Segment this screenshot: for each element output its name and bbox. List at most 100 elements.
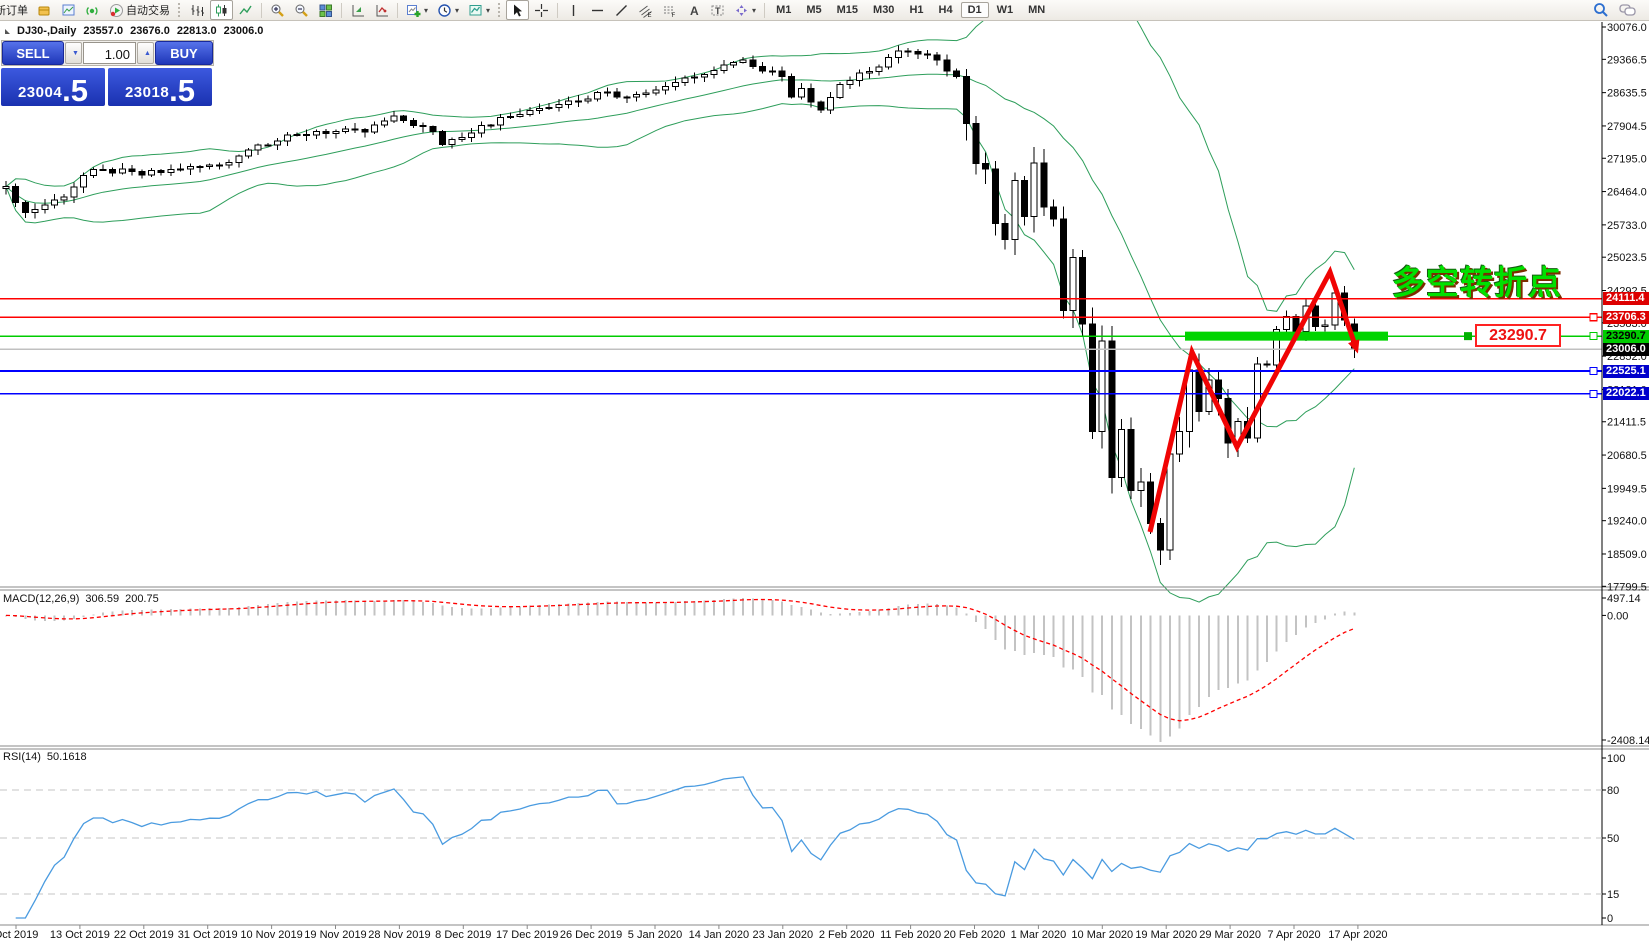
new-chart-button[interactable] bbox=[57, 0, 80, 20]
channel-icon: E bbox=[639, 5, 652, 18]
price-tick-label: 27195.0 bbox=[1607, 153, 1647, 165]
macd-tick-label: 0.00 bbox=[1607, 610, 1628, 622]
zoom-out-button[interactable] bbox=[290, 0, 313, 20]
chevron-down-icon: ▾ bbox=[455, 5, 460, 15]
timeframe-m1[interactable]: M1 bbox=[776, 4, 792, 16]
price-tick-label: 25733.0 bbox=[1607, 220, 1647, 232]
level-callout-box[interactable]: 23290.7 bbox=[1475, 324, 1561, 347]
timeframe-d1[interactable]: D1 bbox=[960, 2, 989, 18]
svg-text:F: F bbox=[672, 13, 676, 18]
sell-price-int: 23004 bbox=[17, 84, 63, 101]
volume-input[interactable]: 1.00 bbox=[83, 42, 136, 64]
search-icon[interactable] bbox=[1593, 2, 1609, 18]
buy-price-button[interactable]: 23018 .5 bbox=[108, 68, 212, 106]
pivot-annotation[interactable]: 多空转折点 bbox=[1392, 264, 1562, 301]
market-watch-button[interactable] bbox=[33, 0, 56, 20]
sell-price-frac: .5 bbox=[62, 73, 89, 108]
price-tick-label: 27904.5 bbox=[1607, 121, 1647, 133]
candlestick-mode-button[interactable] bbox=[210, 0, 233, 20]
svg-text:E: E bbox=[648, 13, 652, 18]
cursor-tool-button[interactable] bbox=[506, 0, 530, 20]
date-label: 13 Oct 2019 bbox=[50, 929, 110, 941]
price-tick-label: 19240.0 bbox=[1607, 516, 1647, 528]
price-flag: 22022.1 bbox=[1603, 387, 1649, 401]
timeframe-mn[interactable]: MN bbox=[1028, 4, 1046, 16]
date-label: 17 Apr 2020 bbox=[1328, 929, 1387, 941]
fibonacci-tool-button[interactable]: F bbox=[658, 0, 681, 20]
timeframe-m5[interactable]: M5 bbox=[806, 4, 822, 16]
price-tick-label: 21411.5 bbox=[1607, 417, 1646, 429]
date-label: 22 Oct 2019 bbox=[114, 929, 174, 941]
zoom-in-button[interactable] bbox=[266, 0, 289, 20]
volume-increase-button[interactable]: ▲ bbox=[137, 42, 154, 64]
bar-chart-mode-button[interactable] bbox=[186, 0, 209, 20]
equidistant-channel-tool-button[interactable]: E bbox=[634, 0, 657, 20]
text-icon: A bbox=[690, 4, 699, 18]
chat-icon[interactable] bbox=[1619, 3, 1637, 18]
date-label: 11 Feb 2020 bbox=[880, 929, 941, 941]
price-tick-label: 26464.0 bbox=[1607, 187, 1647, 199]
horizontal-line-tool-button[interactable] bbox=[586, 0, 609, 20]
timeframe-h1[interactable]: H1 bbox=[909, 4, 924, 16]
period-button[interactable]: ▾ bbox=[433, 0, 463, 20]
zigzag-arrow[interactable] bbox=[1147, 265, 1360, 533]
add-indicator-button[interactable]: ▾ bbox=[402, 0, 432, 20]
macd-tick-label: 497.14 bbox=[1607, 593, 1641, 605]
main-toolbar: 新订单 自动交易 bbox=[0, 0, 1649, 21]
auto-trading-button[interactable]: 自动交易 bbox=[105, 0, 174, 20]
chevron-down-icon: ▾ bbox=[486, 5, 491, 15]
buy-button[interactable]: BUY bbox=[155, 41, 213, 65]
timeframe-m15[interactable]: M15 bbox=[836, 4, 859, 16]
text-tool-button[interactable]: A bbox=[682, 0, 705, 20]
date-label: 5 Jan 2020 bbox=[628, 929, 682, 941]
chart-symbol-icon bbox=[5, 28, 10, 34]
sell-price-button[interactable]: 23004 .5 bbox=[1, 68, 105, 106]
candlestick-icon bbox=[216, 4, 227, 16]
data-window-button[interactable] bbox=[346, 0, 369, 20]
trendline-tool-button[interactable] bbox=[610, 0, 633, 20]
support-zone-bar bbox=[1185, 331, 1388, 341]
text-label-tool-button[interactable]: T bbox=[706, 0, 729, 20]
macd-label: MACD(12,26,9) bbox=[3, 593, 80, 605]
add-indicator-icon bbox=[407, 4, 421, 17]
volume-decrease-button[interactable]: ▼ bbox=[65, 42, 82, 64]
price-tick-label: 30076.0 bbox=[1607, 22, 1647, 34]
buy-price-int: 23018 bbox=[124, 84, 170, 101]
sell-button[interactable]: SELL bbox=[2, 41, 64, 65]
new-order-button[interactable]: 新订单 bbox=[0, 0, 32, 20]
chart-title-row: DJ30-,Daily 23557.0 23676.0 22813.0 2300… bbox=[5, 25, 263, 37]
tile-windows-button[interactable] bbox=[314, 0, 337, 20]
vertical-line-tool-button[interactable] bbox=[562, 0, 585, 20]
date-label: 17 Dec 2019 bbox=[496, 929, 558, 941]
price-flag: 23290.7 bbox=[1603, 329, 1649, 343]
date-label: 14 Jan 2020 bbox=[689, 929, 750, 941]
fibonacci-icon: F bbox=[664, 6, 676, 18]
ohlc-low: 22813.0 bbox=[176, 25, 217, 37]
chart-symbol-period: DJ30-,Daily bbox=[17, 25, 77, 37]
crosshair-tool-button[interactable] bbox=[530, 0, 553, 20]
macd-main-value: 306.59 bbox=[85, 593, 120, 605]
ohlc-high: 23676.0 bbox=[130, 25, 170, 37]
svg-text:T: T bbox=[715, 6, 721, 16]
price-flag: 22525.1 bbox=[1603, 364, 1649, 378]
toolbar-separator bbox=[261, 2, 262, 18]
rsi-tick-label: 100 bbox=[1607, 753, 1625, 765]
price-flag: 23006.0 bbox=[1603, 342, 1649, 356]
ohlc-open: 23557.0 bbox=[83, 25, 124, 37]
buy-price-frac: .5 bbox=[169, 73, 196, 108]
strategy-tester-button[interactable] bbox=[370, 0, 393, 20]
signal-button[interactable] bbox=[81, 0, 104, 20]
timeframe-m30[interactable]: M30 bbox=[873, 4, 895, 16]
auto-trading-label: 自动交易 bbox=[126, 5, 170, 17]
timeframe-w1[interactable]: W1 bbox=[996, 4, 1014, 16]
arrows-tool-button[interactable]: ▾ bbox=[730, 0, 760, 20]
template-button[interactable]: ▾ bbox=[464, 0, 494, 20]
date-label: 29 Mar 2020 bbox=[1199, 929, 1261, 941]
line-chart-mode-button[interactable] bbox=[234, 0, 257, 20]
timeframe-h4[interactable]: H4 bbox=[938, 4, 953, 16]
date-label: 26 Dec 2019 bbox=[560, 929, 622, 941]
toolbar-separator bbox=[341, 2, 342, 18]
line-chart-icon bbox=[239, 5, 252, 14]
